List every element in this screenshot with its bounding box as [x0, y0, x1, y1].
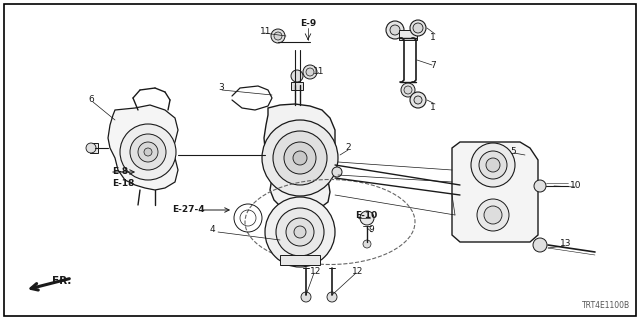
Bar: [291, 82, 303, 90]
Text: 1: 1: [430, 34, 436, 43]
Circle shape: [404, 86, 412, 94]
Circle shape: [486, 158, 500, 172]
Circle shape: [479, 151, 507, 179]
Text: 4: 4: [210, 226, 216, 235]
Polygon shape: [108, 105, 178, 190]
Circle shape: [86, 143, 96, 153]
Polygon shape: [452, 142, 538, 242]
Circle shape: [390, 25, 400, 35]
Circle shape: [303, 65, 317, 79]
Circle shape: [120, 124, 176, 180]
Circle shape: [294, 226, 306, 238]
Circle shape: [265, 197, 335, 267]
Bar: [280, 255, 320, 265]
Text: 6: 6: [88, 95, 93, 105]
Circle shape: [477, 199, 509, 231]
Text: 11: 11: [260, 28, 271, 36]
Circle shape: [386, 21, 404, 39]
Circle shape: [471, 143, 515, 187]
Circle shape: [533, 238, 547, 252]
Text: 12: 12: [352, 268, 364, 276]
Circle shape: [130, 134, 166, 170]
Text: 3: 3: [218, 84, 224, 92]
Circle shape: [410, 92, 426, 108]
Text: 13: 13: [560, 239, 572, 249]
Circle shape: [410, 20, 426, 36]
Circle shape: [413, 23, 423, 33]
Text: E-18: E-18: [112, 180, 134, 188]
Circle shape: [274, 32, 282, 40]
Text: E-8: E-8: [112, 167, 128, 177]
Text: 9: 9: [368, 226, 374, 235]
Text: E-10: E-10: [355, 212, 377, 220]
Circle shape: [332, 167, 342, 177]
Circle shape: [401, 83, 415, 97]
Circle shape: [144, 148, 152, 156]
Text: 12: 12: [310, 268, 321, 276]
Text: 1: 1: [430, 103, 436, 113]
Circle shape: [291, 70, 303, 82]
Bar: [90, 143, 98, 153]
Circle shape: [414, 96, 422, 104]
Bar: [399, 30, 417, 40]
Circle shape: [301, 292, 311, 302]
Text: E-9: E-9: [300, 20, 316, 28]
Circle shape: [327, 292, 337, 302]
Circle shape: [271, 29, 285, 43]
Circle shape: [138, 142, 158, 162]
Text: 2: 2: [345, 143, 351, 153]
Text: FR.: FR.: [52, 276, 72, 286]
Text: E-27-4: E-27-4: [172, 205, 205, 214]
Circle shape: [286, 218, 314, 246]
Text: 11: 11: [313, 68, 324, 76]
Polygon shape: [264, 104, 335, 210]
Circle shape: [276, 208, 324, 256]
Circle shape: [363, 240, 371, 248]
Circle shape: [360, 211, 374, 225]
Circle shape: [273, 131, 327, 185]
Circle shape: [484, 206, 502, 224]
Circle shape: [262, 120, 338, 196]
Circle shape: [306, 68, 314, 76]
Circle shape: [293, 151, 307, 165]
Text: 5: 5: [510, 148, 516, 156]
Text: 7: 7: [430, 60, 436, 69]
Circle shape: [284, 142, 316, 174]
Circle shape: [534, 180, 546, 192]
Text: 10: 10: [570, 181, 582, 190]
Text: TRT4E1100B: TRT4E1100B: [582, 301, 630, 310]
